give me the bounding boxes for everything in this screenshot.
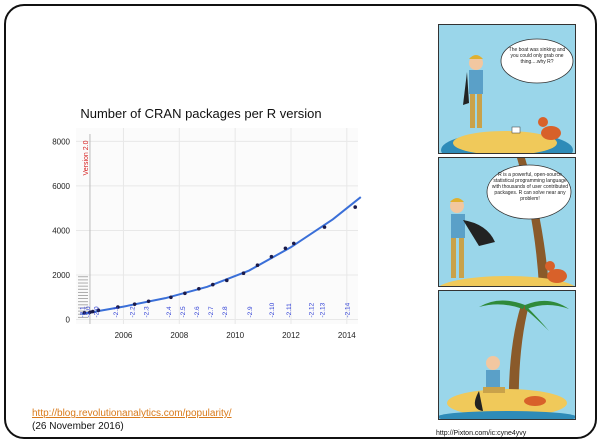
comic-panel-3-image xyxy=(439,291,575,419)
y-tick-label: 4000 xyxy=(52,226,70,235)
y-tick-label: 0 xyxy=(66,316,71,325)
data-point xyxy=(116,305,120,309)
data-point xyxy=(146,299,151,304)
comic-panel-1-image xyxy=(439,25,575,153)
data-point xyxy=(255,263,260,267)
y-tick-label: 8000 xyxy=(52,137,70,146)
version-label: -2.12 xyxy=(308,302,315,317)
data-point xyxy=(269,254,274,259)
data-point xyxy=(353,205,358,209)
comic-panel-2-image xyxy=(439,158,575,286)
version-label: -2.3 xyxy=(144,306,151,318)
data-point xyxy=(132,302,137,306)
version-label: -2.1 xyxy=(113,306,120,318)
data-point xyxy=(82,311,87,315)
y-tick-label: 6000 xyxy=(52,182,70,191)
version-label: -2.10 xyxy=(269,302,276,317)
version-label: -2.14 xyxy=(345,302,352,317)
data-point xyxy=(90,309,95,314)
version-label: -2.6 xyxy=(194,306,201,318)
chart-title: Number of CRAN packages per R version xyxy=(80,106,322,121)
y-tick-label: 2000 xyxy=(52,271,70,280)
data-point xyxy=(291,241,296,246)
plot-area xyxy=(76,128,358,324)
version-label: -2.11 xyxy=(286,303,293,318)
comic-panel-3 xyxy=(438,290,576,420)
cran-chart: 0 2000 4000 6000 8000 2006 2008 2010 2012 2014 Ver… xyxy=(36,106,366,346)
x-tick-label: 2006 xyxy=(115,331,133,340)
x-tick-label: 2008 xyxy=(170,331,188,340)
source-link[interactable]: http://blog.revolutionanalytics.com/popu… xyxy=(32,408,232,419)
data-point xyxy=(283,246,288,251)
source-date: (26 November 2016) xyxy=(32,421,124,432)
version-label: -2.1 xyxy=(79,306,86,318)
data-point xyxy=(197,287,201,291)
trend-line xyxy=(81,196,362,315)
version-label: -2.8 xyxy=(222,306,229,318)
x-tick-label: 2014 xyxy=(338,331,356,340)
data-point xyxy=(241,271,246,276)
version-label: -2.7 xyxy=(208,306,215,318)
comic-panel-2: R is a powerful, open-source statistical… xyxy=(438,157,576,287)
comic-credit[interactable]: http://Pixton.com/ic:cyne4yvy xyxy=(436,430,527,437)
version-label: -2.4 xyxy=(166,306,173,318)
version-label: -2.0 xyxy=(85,306,92,318)
x-tick-label: 2012 xyxy=(282,331,300,340)
version-label: -2.9 xyxy=(247,306,254,318)
data-point xyxy=(322,225,327,229)
chart-svg: 0 2000 4000 6000 8000 2006 2008 2010 2012 2014 Ver… xyxy=(52,128,362,340)
slide-frame: 0 2000 4000 6000 8000 2006 2008 2010 2012 2014 Ver… xyxy=(4,4,597,439)
version-label: -2.0 xyxy=(93,306,100,318)
version-label: -2.5 xyxy=(180,306,187,318)
data-point xyxy=(88,310,92,314)
data-point xyxy=(224,278,229,283)
data-point xyxy=(183,291,187,296)
comic-bubble-2: R is a powerful, open-source statistical… xyxy=(491,172,569,202)
comic-panel-1: The boat was sinking and you could only … xyxy=(438,24,576,154)
data-point xyxy=(169,295,173,300)
comic-bubble-1: The boat was sinking and you could only … xyxy=(508,47,566,65)
version-label: -2.13 xyxy=(319,302,326,317)
version-label: -2.2 xyxy=(130,306,137,318)
data-point xyxy=(211,282,215,287)
data-point xyxy=(96,308,101,312)
x-tick-label: 2010 xyxy=(226,331,244,340)
version-line-label: Version 2.0 xyxy=(83,140,90,175)
